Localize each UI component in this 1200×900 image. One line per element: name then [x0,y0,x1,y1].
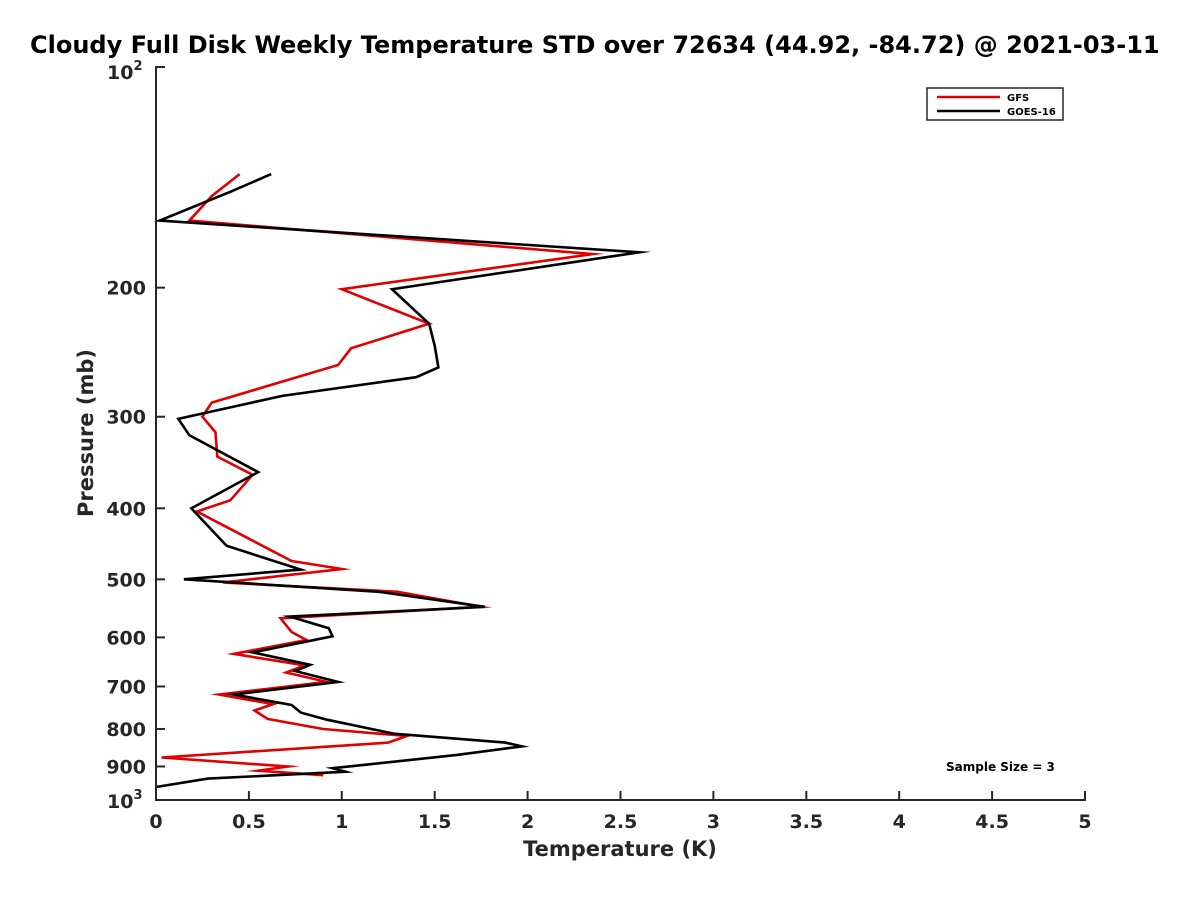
plot-lines [153,172,652,789]
x-tick-label: 2 [521,811,534,833]
chart-title: Cloudy Full Disk Weekly Temperature STD … [30,31,1160,59]
legend-label-goes16: GOES-16 [1007,107,1056,118]
x-tick-label: 1 [335,811,348,833]
y-tick-label-top: 102 [107,59,143,84]
y-tick-label: 700 [106,676,146,698]
y-tick-label-bottom: 103 [107,788,143,813]
y-tick-label: 900 [106,756,146,778]
y-tick-label: 800 [106,719,146,741]
y-tick-label: 600 [106,627,146,649]
x-tick-label: 5 [1078,811,1091,833]
y-tick-label: 200 [106,278,146,300]
sample-size-annotation: Sample Size = 3 [946,760,1055,774]
x-axis-ticks: 0 0.5 1 1.5 2 2.5 3 3.5 4 4.5 5 [149,791,1092,833]
x-tick-label: 3.5 [789,811,823,833]
x-tick-label: 1.5 [418,811,452,833]
x-tick-label: 4.5 [975,811,1009,833]
y-axis-ticks: 200 300 400 500 600 700 800 900 [106,66,165,801]
legend: GFS GOES-16 [926,87,1064,121]
series-line-gfs [161,173,605,777]
y-tick-label: 400 [106,498,146,520]
legend-label-gfs: GFS [1007,93,1029,104]
x-axis-label: Temperature (K) [523,837,717,861]
x-tick-label: 3 [707,811,720,833]
x-tick-label: 4 [893,811,906,833]
x-tick-label: 2.5 [604,811,638,833]
y-axis-label: Pressure (mb) [74,349,98,517]
x-tick-label: 0.5 [232,811,266,833]
y-tick-label: 300 [106,407,146,429]
y-tick-label: 500 [106,569,146,591]
legend-box [926,87,1064,121]
x-tick-label: 0 [149,811,162,833]
series-line-goes16 [153,172,652,789]
